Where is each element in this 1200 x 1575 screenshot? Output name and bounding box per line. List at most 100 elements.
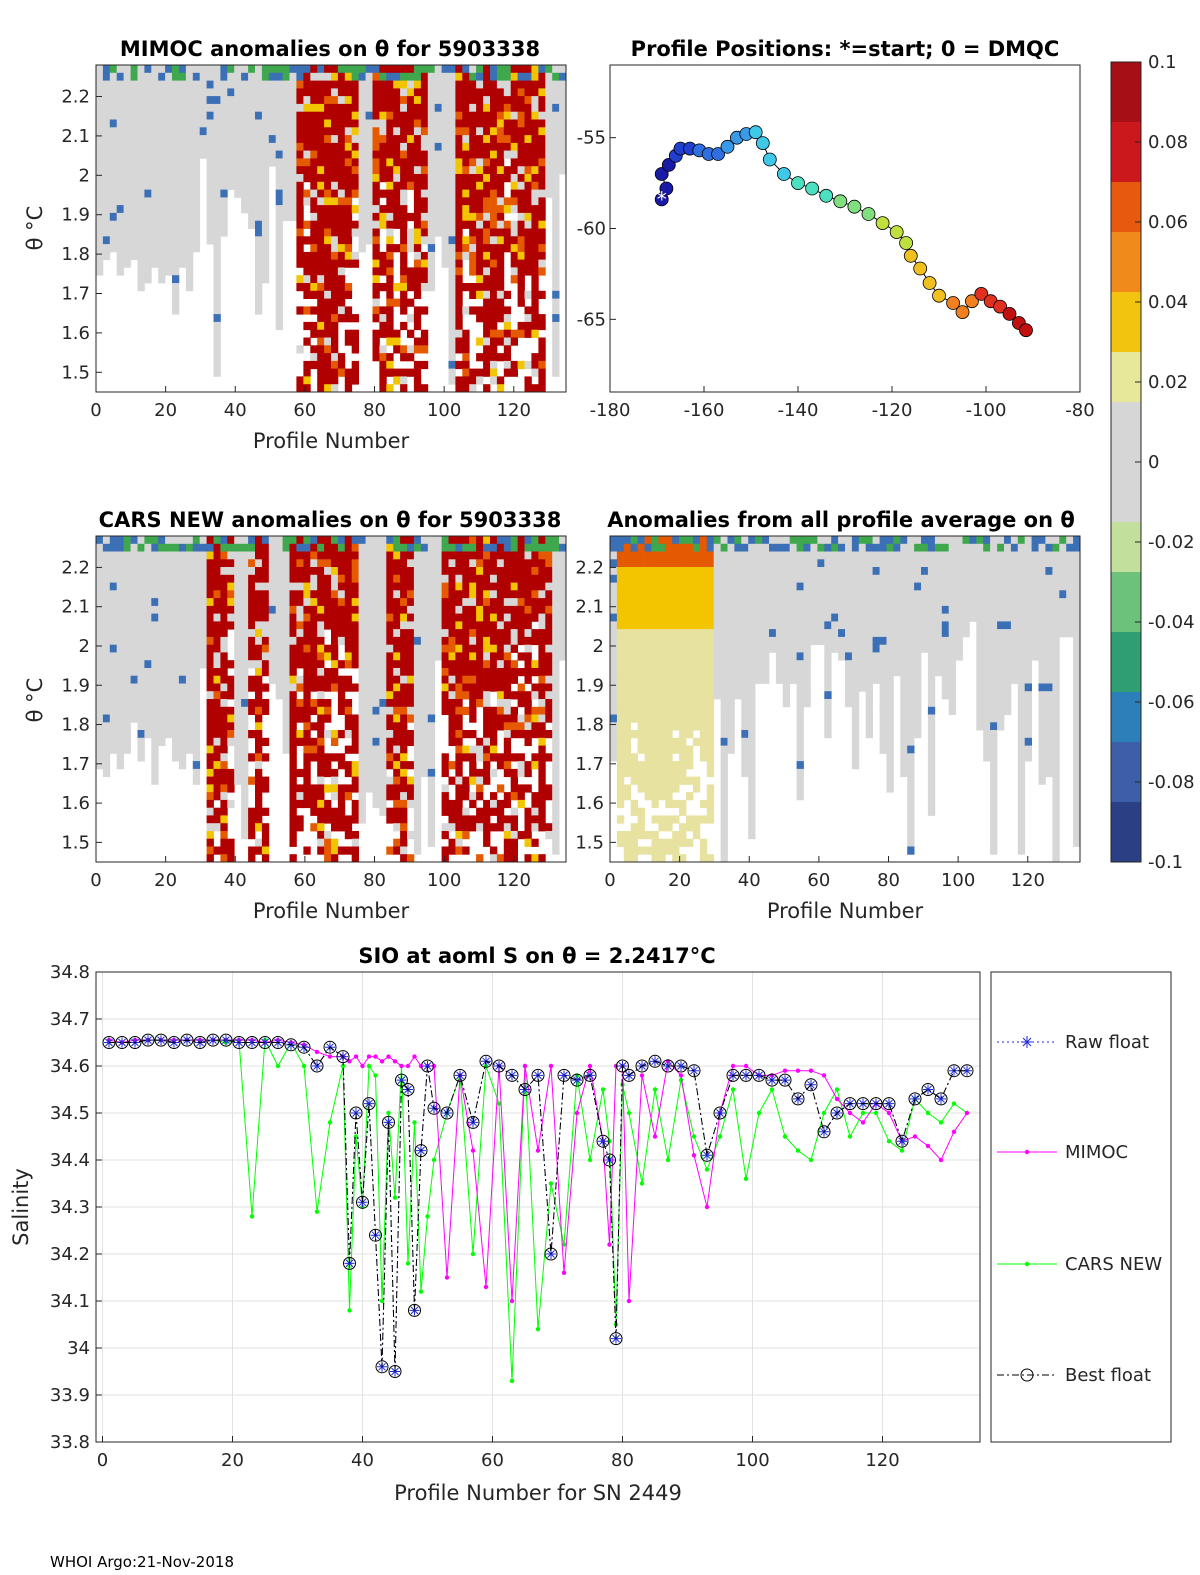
cars-cell [441,683,449,692]
cars-cell [130,683,138,692]
mimoc-cell [144,96,152,105]
cars-cell [358,722,366,731]
mimoc-cell [96,189,104,198]
mimoc-cell [552,360,560,370]
mimoc-cell [255,80,263,89]
cars-cell [344,784,353,793]
mimoc-cell [413,228,422,237]
mimoc-cell [178,212,187,222]
mimoc-cell [248,158,256,167]
mimoc-cell [275,228,283,237]
average-cell [686,668,694,677]
cars-cell [400,745,408,754]
mimoc-cell [234,135,242,144]
average-cell [610,706,618,715]
cars-cell [524,536,532,545]
cars-cell [317,792,325,801]
cars-cell [427,831,436,840]
cars-cell [144,613,152,622]
mimoc-cell [413,150,422,159]
average-cell [651,784,659,793]
cars-cell [324,831,332,840]
cars-cell [400,644,408,653]
profile-position-marker [946,296,960,310]
mimoc-cell [337,259,346,268]
cars-cell [151,636,159,646]
cars-cell [351,559,359,568]
mimoc-cell [158,103,166,113]
cars-cell [261,536,270,545]
mimoc-cell [331,119,339,128]
cars-cell [490,807,498,816]
cars-cell [331,629,339,638]
mimoc-cell [496,306,505,315]
mimoc-cell [192,244,201,253]
cars-cell [552,621,560,630]
cars-cell [462,598,470,607]
cars-cell [441,784,449,793]
cars-cell [282,675,290,684]
cars-cell [137,706,145,715]
cars-cell [234,761,242,770]
mimoc-cell [420,329,429,338]
mimoc-cell [483,353,491,362]
cars-cell [462,753,470,762]
mimoc-cell [116,72,124,81]
average-cell [665,737,673,746]
cars-cell [552,675,560,684]
mimoc-cell [123,142,131,152]
mimoc-cell [386,290,394,299]
mimoc-cell [455,197,463,206]
average-cell [651,776,659,785]
cars-cell [310,660,318,669]
mimoc-cell [476,259,484,268]
cars-cell [241,636,249,646]
mimoc-cell [172,228,180,237]
mimoc-y-tick-label: 1.7 [61,284,90,305]
cars-cell [545,706,553,715]
cars-cell [483,621,491,630]
cars-cell [261,636,270,646]
cars-cell [462,691,470,700]
mimoc-cell [296,251,304,261]
average-cell [699,691,708,700]
cars-cell [213,613,221,622]
mimoc-cell [234,96,242,105]
mimoc-cell [109,96,118,105]
average-cell [623,831,632,840]
mimoc-cell [393,103,401,113]
cars-cell [524,629,532,638]
mimoc-cell [420,205,429,214]
cars-cell [255,629,263,638]
mimoc-cell [379,135,387,144]
cars-cell [503,660,512,669]
mimoc-cell [434,65,442,74]
mimoc-cell [344,306,353,315]
average-cell [699,605,708,615]
cars-cell [172,691,180,700]
mimoc-cell [344,314,353,323]
cars-cell [469,706,477,715]
mimoc-cell [517,150,525,159]
cars-cell [407,543,415,552]
cars-cell [413,613,422,622]
average-cell [623,784,632,793]
cars-cell [510,706,518,715]
cars-cell [351,737,359,746]
mimoc-cell [469,166,477,175]
mimoc-cell [413,72,422,81]
mimoc-cell [303,135,311,144]
mimoc-cell [517,96,525,105]
cars-y-tick-label: 1.9 [61,675,90,696]
mimoc-cell [455,345,463,354]
mimoc-cell [337,353,346,362]
profile-position-marker [661,157,676,172]
mimoc-cell [178,65,187,74]
mimoc-cell [393,127,401,136]
profile-position-marker [748,125,763,140]
cars-cell [123,714,131,723]
cars-cell [109,567,118,576]
cars-y-label: θ °C [23,678,47,723]
mimoc-cell [427,96,436,105]
mimoc-cell [531,150,539,159]
